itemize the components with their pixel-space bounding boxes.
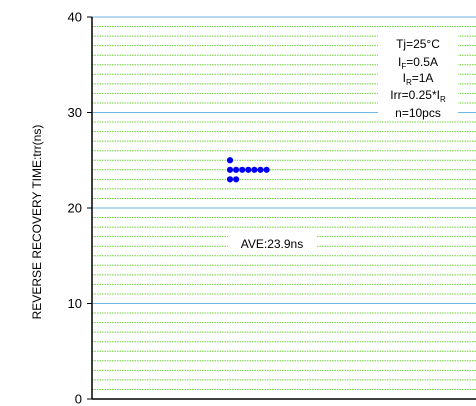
- y-tick-label: 30: [68, 105, 82, 120]
- y-tick-labels: 0 10 20 30 40: [68, 10, 92, 406]
- data-point: [226, 157, 234, 164]
- data-point: [226, 166, 234, 173]
- data-point: [233, 166, 240, 173]
- average-label-bg: [228, 234, 316, 252]
- data-point: [226, 176, 234, 183]
- condition-tj: Tj=25°C: [396, 37, 440, 51]
- y-tick-label: 10: [68, 296, 82, 311]
- condition-if: IF=0.5A: [398, 55, 438, 71]
- y-axis-label: REVERSE RECOVERY TIME:trr(ns): [30, 125, 44, 320]
- condition-ir: IR=1A: [403, 71, 434, 87]
- condition-irr: Irr=0.25*IR: [390, 88, 446, 104]
- data-point: [239, 166, 246, 173]
- data-point: [257, 166, 264, 173]
- condition-n: n=10pcs: [395, 106, 441, 120]
- y-tick-label: 40: [68, 10, 82, 25]
- y-tick-label: 20: [68, 201, 82, 216]
- average-label: AVE:23.9ns: [241, 237, 303, 251]
- data-point: [251, 166, 258, 173]
- y-tick-label: 0: [75, 392, 82, 406]
- data-points: [226, 157, 270, 183]
- conditions-box: Tj=25°C IF=0.5A IR=1A Irr=0.25*IR n=10pc…: [378, 30, 458, 120]
- data-point: [233, 176, 240, 183]
- data-point: [263, 166, 270, 173]
- data-point: [245, 166, 252, 173]
